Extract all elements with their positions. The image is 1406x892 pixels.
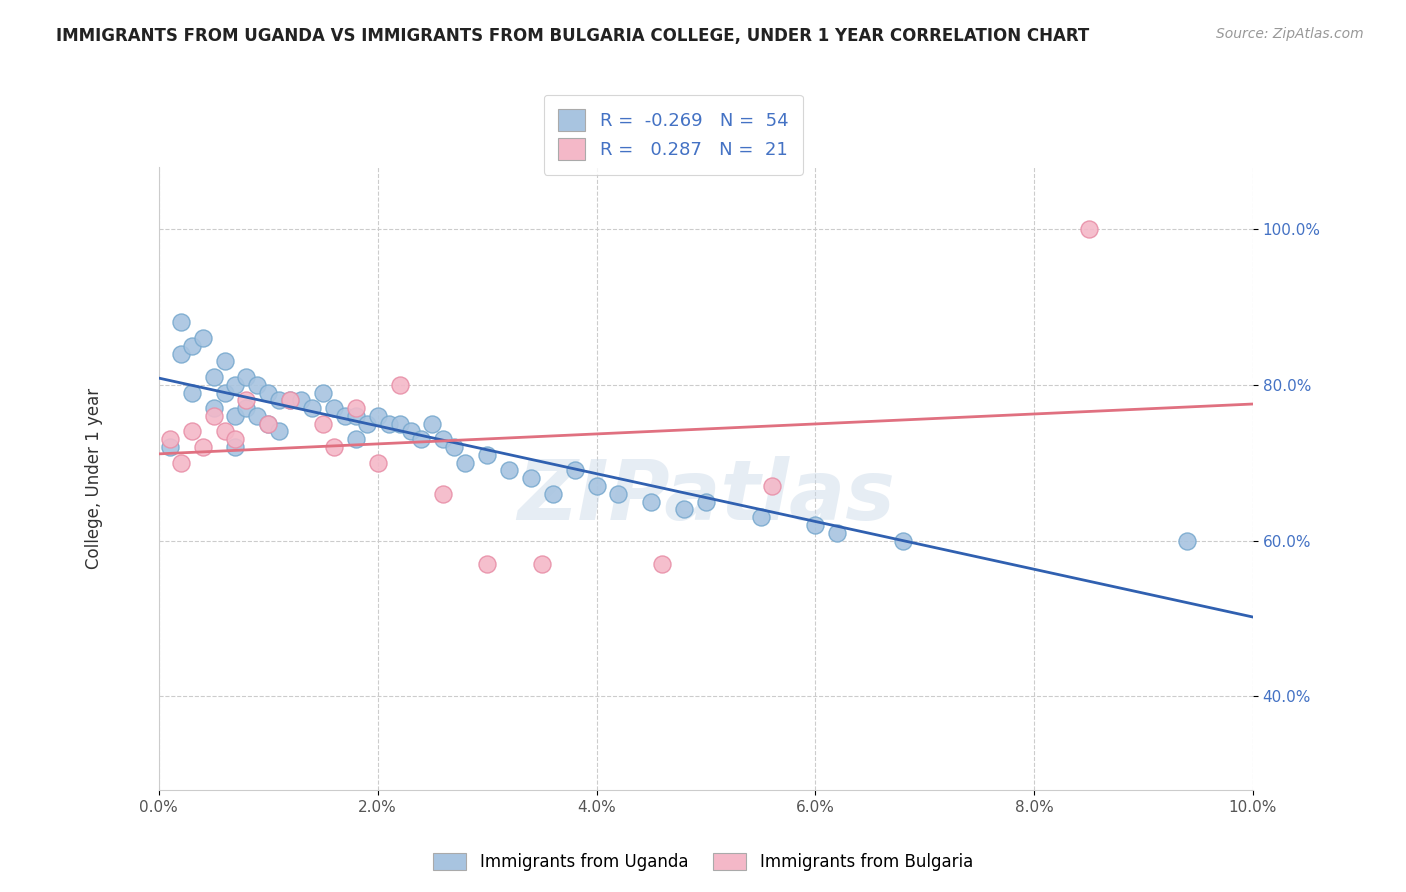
Point — [749, 510, 772, 524]
Point — [1175, 533, 1198, 548]
Point — [1077, 222, 1099, 236]
Point — [564, 463, 586, 477]
Point — [640, 494, 662, 508]
Point — [498, 463, 520, 477]
Point — [224, 432, 246, 446]
Point — [411, 432, 433, 446]
Point — [224, 409, 246, 423]
Point — [475, 557, 498, 571]
Point — [367, 409, 389, 423]
Point — [761, 479, 783, 493]
Point — [344, 432, 367, 446]
Point — [607, 487, 630, 501]
Point — [214, 354, 236, 368]
Point — [170, 456, 193, 470]
Point — [246, 409, 269, 423]
Point — [202, 409, 225, 423]
Point — [344, 401, 367, 416]
Point — [333, 409, 356, 423]
Legend: R =  -0.269   N =  54, R =   0.287   N =  21: R = -0.269 N = 54, R = 0.287 N = 21 — [544, 95, 803, 175]
Point — [180, 385, 202, 400]
Point — [422, 417, 444, 431]
Point — [214, 425, 236, 439]
Point — [224, 377, 246, 392]
Point — [399, 425, 422, 439]
Point — [673, 502, 696, 516]
Point — [269, 425, 291, 439]
Point — [804, 518, 827, 533]
Point — [377, 417, 399, 431]
Point — [180, 339, 202, 353]
Point — [159, 432, 181, 446]
Point — [541, 487, 564, 501]
Text: IMMIGRANTS FROM UGANDA VS IMMIGRANTS FROM BULGARIA COLLEGE, UNDER 1 YEAR CORRELA: IMMIGRANTS FROM UGANDA VS IMMIGRANTS FRO… — [56, 27, 1090, 45]
Point — [235, 401, 257, 416]
Point — [475, 448, 498, 462]
Point — [520, 471, 543, 485]
Point — [257, 417, 280, 431]
Point — [202, 370, 225, 384]
Point — [388, 417, 411, 431]
Point — [301, 401, 323, 416]
Legend: Immigrants from Uganda, Immigrants from Bulgaria: Immigrants from Uganda, Immigrants from … — [425, 845, 981, 880]
Point — [191, 331, 214, 345]
Point — [278, 393, 301, 408]
Point — [454, 456, 477, 470]
Point — [388, 377, 411, 392]
Point — [170, 346, 193, 360]
Point — [269, 393, 291, 408]
Point — [312, 385, 335, 400]
Point — [214, 385, 236, 400]
Point — [257, 417, 280, 431]
Y-axis label: College, Under 1 year: College, Under 1 year — [86, 388, 103, 569]
Point — [443, 440, 465, 454]
Point — [224, 440, 246, 454]
Point — [180, 425, 202, 439]
Point — [312, 417, 335, 431]
Point — [191, 440, 214, 454]
Point — [322, 401, 344, 416]
Point — [585, 479, 607, 493]
Point — [695, 494, 717, 508]
Point — [530, 557, 553, 571]
Point — [344, 409, 367, 423]
Point — [235, 393, 257, 408]
Point — [432, 432, 454, 446]
Point — [432, 487, 454, 501]
Point — [651, 557, 673, 571]
Point — [202, 401, 225, 416]
Text: ZIPatlas: ZIPatlas — [517, 457, 894, 537]
Point — [278, 393, 301, 408]
Point — [170, 315, 193, 329]
Point — [159, 440, 181, 454]
Point — [322, 440, 344, 454]
Point — [356, 417, 378, 431]
Point — [891, 533, 914, 548]
Point — [367, 456, 389, 470]
Point — [235, 370, 257, 384]
Point — [825, 525, 848, 540]
Point — [257, 385, 280, 400]
Point — [246, 377, 269, 392]
Point — [290, 393, 312, 408]
Text: Source: ZipAtlas.com: Source: ZipAtlas.com — [1216, 27, 1364, 41]
